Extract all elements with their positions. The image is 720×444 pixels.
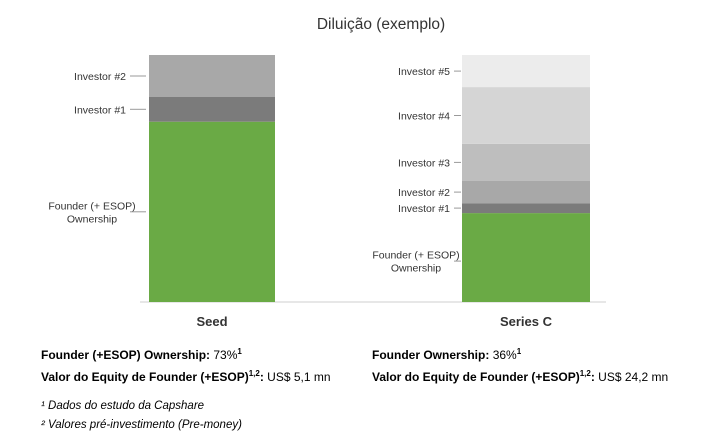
series-c-ownership-value: 36% <box>492 348 517 362</box>
series-c-ownership-line: Founder Ownership: 36%1 <box>372 344 668 366</box>
seed-segment-label-1: Founder (+ ESOP) Ownership <box>48 200 135 225</box>
series-c-stats: Founder Ownership: 36%1 Valor do Equity … <box>372 344 668 388</box>
series-c-equity-footnote-ref: 1,2 <box>579 369 591 378</box>
stacked-bars <box>149 55 590 302</box>
series-c-bar-segment-5 <box>462 87 590 144</box>
series-c-segment-label-6: Investor #5 <box>398 66 450 78</box>
series-c-equity-colon: : <box>590 370 595 384</box>
seed-segment-label-3: Investor #2 <box>74 71 126 83</box>
category-labels: Seed Series C <box>196 314 552 329</box>
seed-bar-segment-2 <box>149 97 275 122</box>
footnote-1-text: Dados do estudo da Capshare <box>48 400 205 412</box>
seed-equity-colon: : <box>259 370 264 384</box>
series-c-segment-label-2: Investor #1 <box>398 203 450 215</box>
series-c-ownership-footnote-ref: 1 <box>516 347 522 356</box>
series-c-segment-label-5: Investor #4 <box>398 111 450 123</box>
seed-equity-line: Valor do Equity de Founder (+ESOP)1,2: U… <box>41 366 331 388</box>
footnote-2-text: Valores pré-investimento (Pre-money) <box>48 419 242 431</box>
seed-bar-segment-3 <box>149 55 275 97</box>
dilution-chart: Diluição (exemplo) Founder (+ ESOP) Owner… <box>48 16 606 329</box>
seed-ownership-label: Founder (+ESOP) Ownership: <box>41 348 211 362</box>
footnote-1: ¹ Dados do estudo da Capshare <box>41 397 242 416</box>
seed-segment-label-2: Investor #1 <box>74 104 126 116</box>
chart-title: Diluição (exemplo) <box>317 16 445 33</box>
seed-equity-label: Valor do Equity de Founder (+ESOP) <box>41 370 249 384</box>
series-c-segment-label-1: Founder (+ ESOP) Ownership <box>372 250 459 275</box>
series-c-bar-segment-6 <box>462 55 590 88</box>
seed-equity-footnote-ref: 1,2 <box>248 369 260 378</box>
footnote-2-mark: ² <box>41 419 45 431</box>
series-c-bar-segment-4 <box>462 143 590 181</box>
seed-equity-value: US$ 5,1 mn <box>267 370 331 384</box>
segment-labels: Founder (+ ESOP) Ownership Investor #1 Inve… <box>48 66 461 275</box>
series-c-bar-segment-1 <box>462 213 590 302</box>
category-label-series-c: Series C <box>500 314 553 329</box>
seed-ownership-line: Founder (+ESOP) Ownership: 73%1 <box>41 344 331 366</box>
footnote-1-mark: ¹ <box>41 400 45 412</box>
series-c-segment-label-4: Investor #3 <box>398 157 450 169</box>
seed-bar-segment-1 <box>149 121 275 302</box>
series-c-bar-segment-3 <box>462 181 590 204</box>
seed-stats: Founder (+ESOP) Ownership: 73%1 Valor do… <box>41 344 331 388</box>
seed-ownership-value: 73% <box>213 348 238 362</box>
series-c-segment-label-3: Investor #2 <box>398 187 450 199</box>
category-label-seed: Seed <box>196 314 227 329</box>
footnotes: ¹ Dados do estudo da Capshare ² Valores … <box>41 397 242 435</box>
series-c-ownership-label: Founder Ownership: <box>372 348 490 362</box>
series-c-equity-line: Valor do Equity de Founder (+ESOP)1,2: U… <box>372 366 668 388</box>
series-c-equity-value: US$ 24,2 mn <box>598 370 669 384</box>
seed-ownership-footnote-ref: 1 <box>237 347 242 356</box>
series-c-bar-segment-2 <box>462 203 590 214</box>
footnote-2: ² Valores pré-investimento (Pre-money) <box>41 416 242 435</box>
series-c-equity-label: Valor do Equity de Founder (+ESOP) <box>372 370 580 384</box>
